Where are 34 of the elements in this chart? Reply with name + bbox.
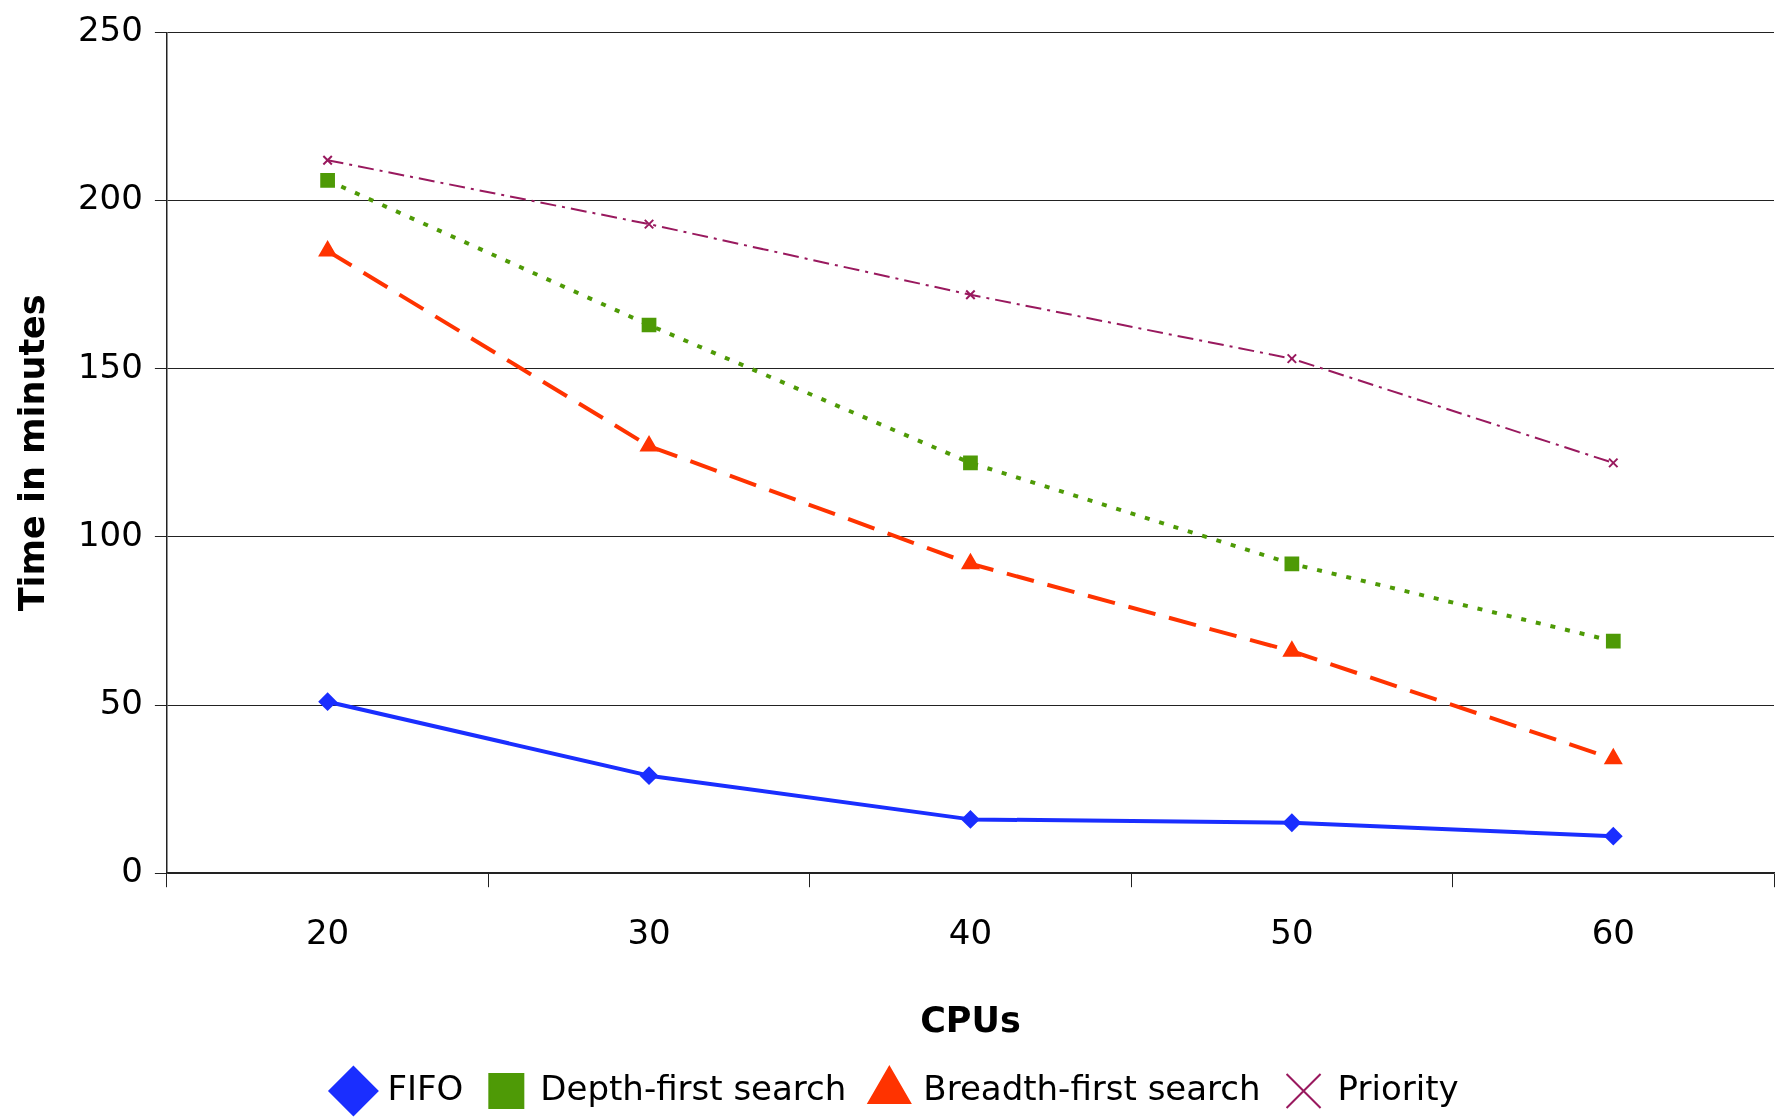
x-tick-label: 50: [1270, 912, 1314, 953]
point: [640, 436, 658, 452]
point: [1286, 353, 1298, 364]
point: [640, 766, 659, 785]
x-tick-label: 40: [948, 912, 993, 953]
x-tick-label: 20: [305, 912, 350, 953]
y-tick-label: 250: [77, 9, 143, 50]
x-axis-title: CPUs: [920, 1000, 1021, 1041]
point: [1284, 556, 1300, 572]
y-tick-label: 50: [99, 681, 143, 722]
legend-label: Priority: [1337, 1067, 1459, 1108]
point: [1282, 813, 1301, 832]
x-tick-label: 60: [1591, 912, 1635, 953]
point: [322, 154, 333, 166]
point: [963, 455, 978, 471]
y-tick-label: 200: [77, 177, 143, 218]
point: [643, 218, 655, 230]
point: [318, 241, 337, 257]
point: [1605, 633, 1621, 649]
legend-label: Depth-first search: [540, 1067, 847, 1108]
point: [1604, 827, 1623, 846]
point: [1608, 457, 1619, 469]
y-tick-label: 100: [77, 513, 143, 554]
y-tick-label: 0: [121, 850, 143, 891]
y-tick-label: 150: [77, 345, 143, 386]
legend-label: FIFO: [387, 1067, 464, 1108]
point: [318, 692, 337, 711]
legend-label: Breadth-first search: [923, 1067, 1261, 1108]
point: [961, 810, 980, 829]
point: [965, 289, 976, 300]
y-axis-title: Time in minutes: [12, 294, 53, 612]
point: [320, 173, 335, 188]
x-tick-label: 30: [627, 912, 671, 953]
point: [641, 317, 657, 333]
